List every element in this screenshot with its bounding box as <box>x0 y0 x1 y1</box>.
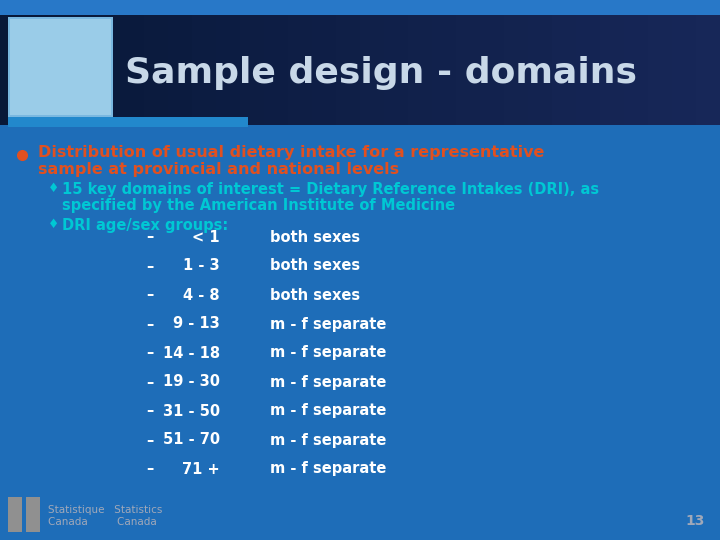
Bar <box>48 15 73 125</box>
Bar <box>96 15 121 125</box>
Bar <box>528 15 553 125</box>
Bar <box>0 4 720 11</box>
Bar <box>0 98 720 105</box>
Bar <box>120 15 145 125</box>
Bar <box>192 15 217 125</box>
Bar <box>312 15 337 125</box>
Bar <box>0 54 720 60</box>
Bar <box>216 15 241 125</box>
Text: –: – <box>146 433 153 448</box>
Text: 4 - 8: 4 - 8 <box>184 287 220 302</box>
Bar <box>26 497 40 532</box>
Bar <box>144 15 169 125</box>
Bar <box>0 92 720 99</box>
Text: specified by the American Institute of Medicine: specified by the American Institute of M… <box>62 198 455 213</box>
Bar <box>8 17 113 117</box>
Bar <box>576 15 601 125</box>
Bar <box>0 32 720 38</box>
Bar <box>0 10 720 17</box>
Text: Sample design - domains: Sample design - domains <box>125 56 637 90</box>
Text: 71 +: 71 + <box>182 462 220 476</box>
Bar <box>504 15 529 125</box>
Text: 31 - 50: 31 - 50 <box>163 403 220 418</box>
Bar <box>24 15 49 125</box>
Bar <box>672 15 697 125</box>
Text: m - f separate: m - f separate <box>270 346 387 361</box>
Bar <box>0 71 720 77</box>
Text: m - f separate: m - f separate <box>270 375 387 389</box>
Text: 51 - 70: 51 - 70 <box>163 433 220 448</box>
Bar <box>432 15 457 125</box>
Text: both sexes: both sexes <box>270 287 360 302</box>
Bar <box>288 15 313 125</box>
Text: –: – <box>146 230 153 245</box>
Bar <box>0 21 720 28</box>
Text: –: – <box>146 259 153 273</box>
Text: Canada         Canada: Canada Canada <box>48 517 157 527</box>
Text: Statistique   Statistics: Statistique Statistics <box>48 505 163 515</box>
Bar <box>0 82 720 88</box>
Bar <box>0 15 25 125</box>
Bar <box>8 117 248 127</box>
Bar <box>456 15 481 125</box>
Bar <box>0 104 720 110</box>
Bar <box>360 15 385 125</box>
Bar <box>0 26 720 33</box>
Text: –: – <box>146 287 153 302</box>
Bar <box>8 497 22 532</box>
Bar <box>168 15 193 125</box>
Bar <box>0 87 720 93</box>
Text: –: – <box>146 462 153 476</box>
Text: m - f separate: m - f separate <box>270 462 387 476</box>
Text: 14 - 18: 14 - 18 <box>163 346 220 361</box>
Text: ♦: ♦ <box>48 182 59 195</box>
Text: –: – <box>146 316 153 332</box>
Text: both sexes: both sexes <box>270 230 360 245</box>
Bar <box>0 37 720 44</box>
Text: m - f separate: m - f separate <box>270 403 387 418</box>
Bar <box>0 65 720 71</box>
Bar <box>696 15 720 125</box>
Text: Distribution of usual dietary intake for a representative: Distribution of usual dietary intake for… <box>38 145 544 160</box>
Text: 13: 13 <box>685 514 705 528</box>
Bar <box>0 110 720 540</box>
Text: m - f separate: m - f separate <box>270 316 387 332</box>
Bar <box>0 76 720 83</box>
Bar <box>0 0 720 5</box>
Bar <box>552 15 577 125</box>
Bar <box>408 15 433 125</box>
Text: ♦: ♦ <box>48 218 59 231</box>
Text: –: – <box>146 346 153 361</box>
Bar <box>0 59 720 66</box>
Bar <box>648 15 673 125</box>
Text: –: – <box>146 403 153 418</box>
Bar <box>0 49 720 55</box>
Bar <box>480 15 505 125</box>
Text: m - f separate: m - f separate <box>270 433 387 448</box>
Text: –: – <box>146 375 153 389</box>
Text: sample at provincial and national levels: sample at provincial and national levels <box>38 162 399 177</box>
Bar <box>0 0 720 110</box>
Bar <box>336 15 361 125</box>
Text: DRI age/sex groups:: DRI age/sex groups: <box>62 218 228 233</box>
Bar <box>0 43 720 50</box>
Bar <box>72 15 97 125</box>
Text: both sexes: both sexes <box>270 259 360 273</box>
Text: 9 - 13: 9 - 13 <box>174 316 220 332</box>
Text: 19 - 30: 19 - 30 <box>163 375 220 389</box>
Bar <box>0 16 720 22</box>
Text: 1 - 3: 1 - 3 <box>184 259 220 273</box>
Bar <box>0 0 720 100</box>
Text: < 1: < 1 <box>192 230 220 245</box>
Bar <box>600 15 625 125</box>
Bar <box>240 15 265 125</box>
Bar <box>384 15 409 125</box>
Text: 15 key domains of interest = Dietary Reference Intakes (DRI), as: 15 key domains of interest = Dietary Ref… <box>62 182 599 197</box>
Bar <box>10 19 111 115</box>
Bar <box>264 15 289 125</box>
Bar <box>624 15 649 125</box>
